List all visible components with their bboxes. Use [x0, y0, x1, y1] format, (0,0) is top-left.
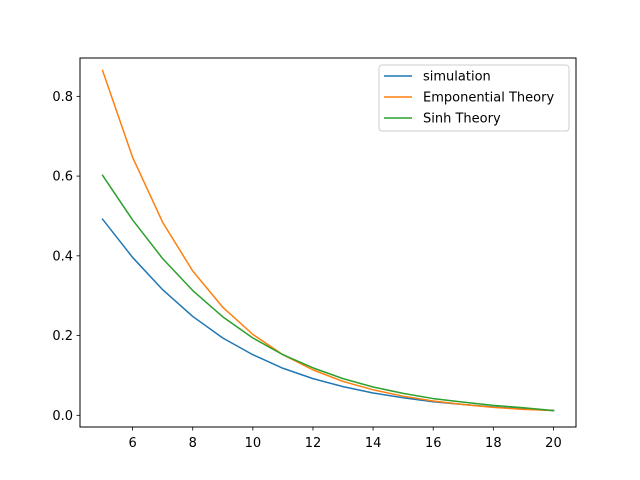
legend-label-1: Emponential Theory — [423, 91, 554, 106]
y-tick-label: 0.8 — [52, 90, 73, 105]
series-line-2 — [101, 174, 555, 412]
ticks-layer: 6 8 10 12 14 16 18 20 0.0 0.2 0.4 0.6 0.8 — [52, 90, 561, 451]
y-tick-label: 0.4 — [52, 249, 73, 264]
x-tick-label: 12 — [305, 436, 322, 451]
x-tick-label: 14 — [365, 436, 382, 451]
series-layer — [101, 69, 555, 412]
x-tick-label: 18 — [485, 436, 502, 451]
legend-label-0: simulation — [423, 70, 491, 85]
legend: simulation Emponential Theory Sinh Theory — [378, 64, 570, 132]
series-line-1 — [101, 69, 555, 412]
x-tick-label: 20 — [545, 436, 562, 451]
legend-box — [378, 64, 570, 132]
x-tick-label: 10 — [245, 436, 262, 451]
y-tick-label: 0.2 — [52, 329, 73, 344]
y-tick-label: 0.0 — [52, 409, 73, 424]
x-tick-label: 8 — [189, 436, 197, 451]
x-tick-label: 16 — [425, 436, 442, 451]
axes-frame — [79, 57, 577, 428]
legend-label-2: Sinh Theory — [423, 112, 501, 127]
x-tick-label: 6 — [128, 436, 136, 451]
y-tick-label: 0.6 — [52, 170, 73, 185]
